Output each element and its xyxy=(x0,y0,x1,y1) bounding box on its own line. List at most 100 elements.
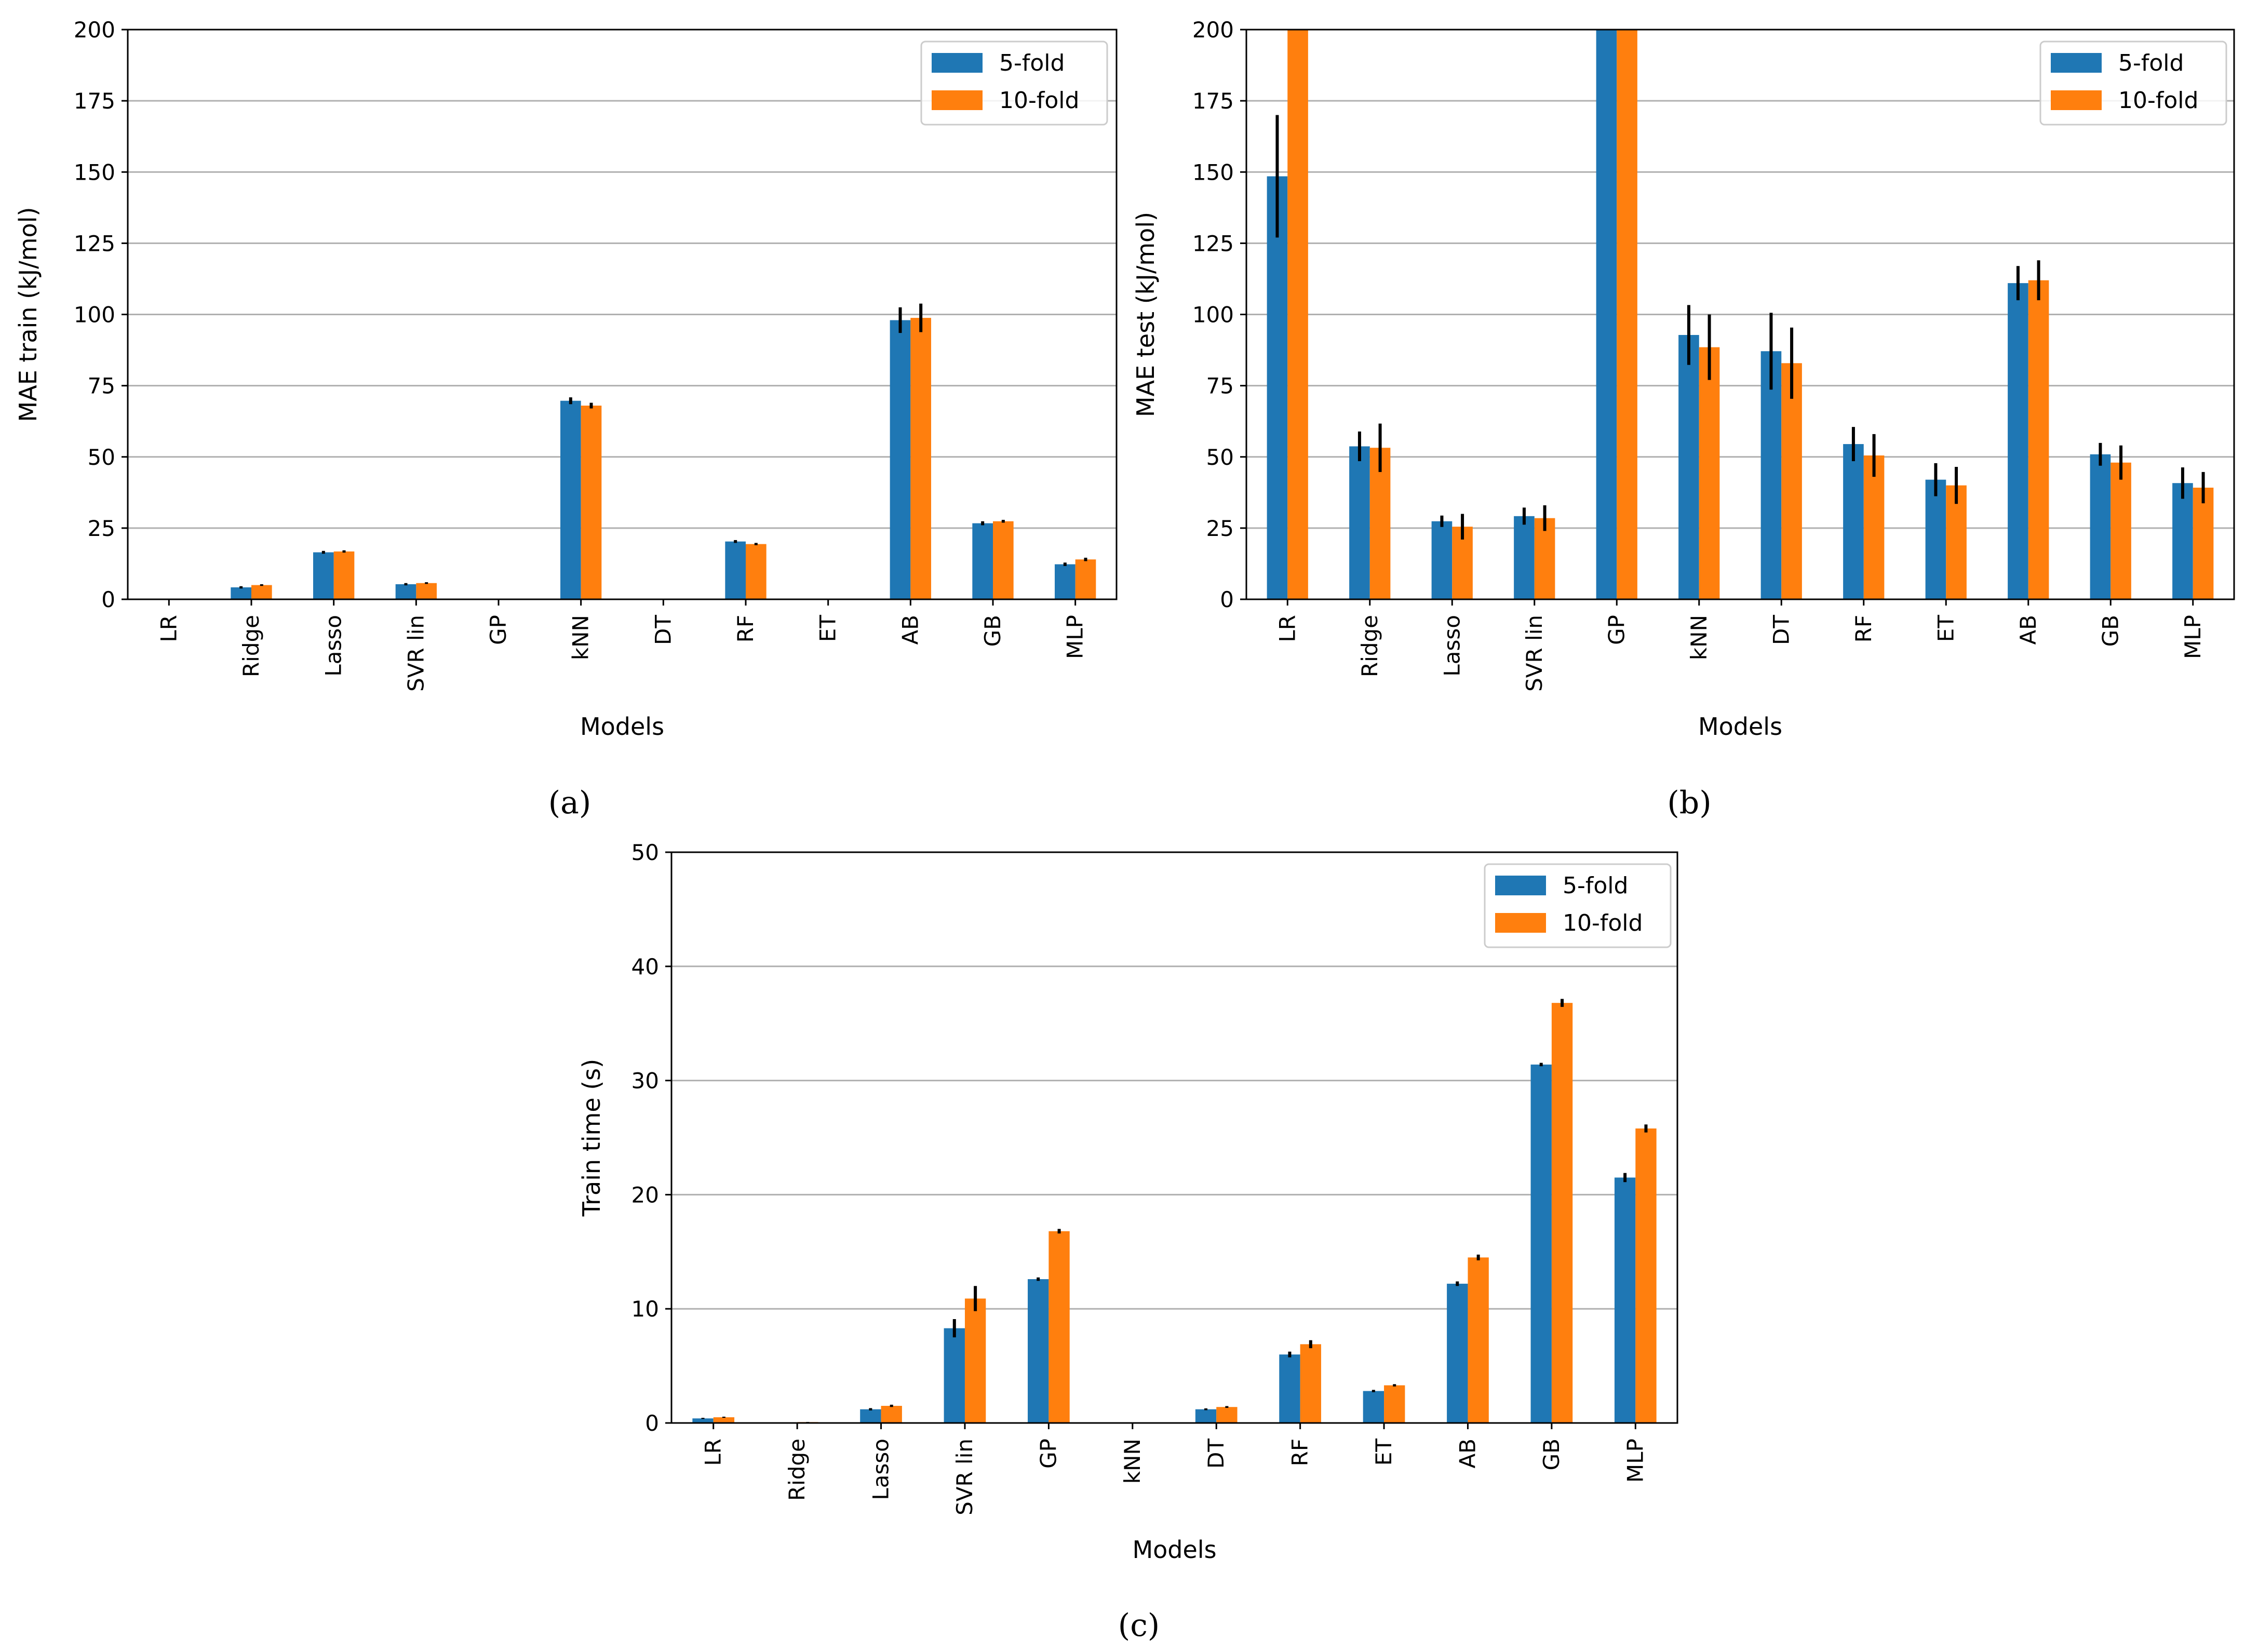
y-tick-label: 25 xyxy=(1206,516,1234,541)
y-tick-label: 40 xyxy=(631,954,659,979)
legend-swatch-10fold xyxy=(1495,913,1546,933)
x-tick-label: Lasso xyxy=(868,1439,894,1500)
x-axis-label: Models xyxy=(580,713,664,741)
bar-10fold xyxy=(1216,1407,1237,1423)
y-tick-label: 100 xyxy=(1192,302,1234,328)
bar-5fold xyxy=(313,552,334,599)
bar-5fold xyxy=(1055,565,1076,599)
x-tick-label: GP xyxy=(1604,615,1629,645)
x-tick-label: GB xyxy=(1539,1439,1564,1470)
y-axis-label: MAE train (kJ/mol) xyxy=(14,207,42,422)
bar-5fold xyxy=(231,587,251,599)
x-tick-label: RF xyxy=(1287,1439,1313,1466)
bar-10fold xyxy=(714,1417,734,1423)
bar-10fold xyxy=(1864,455,1885,599)
bar-10fold xyxy=(1076,559,1096,599)
bar-5fold xyxy=(1028,1279,1048,1423)
legend-label: 5-fold xyxy=(999,50,1065,76)
bar-5fold xyxy=(1363,1391,1384,1423)
y-tick-label: 50 xyxy=(88,445,115,470)
x-tick-label: Lasso xyxy=(321,615,346,677)
x-tick-label: SVR lin xyxy=(952,1439,977,1515)
legend-label: 10-fold xyxy=(2118,87,2198,114)
bar-5fold xyxy=(1267,176,1288,599)
bar-5fold xyxy=(972,523,993,599)
y-axis-label: Train time (s) xyxy=(577,1059,606,1217)
bar-10fold xyxy=(881,1406,902,1423)
x-tick-label: LR xyxy=(156,615,181,642)
bar-group xyxy=(692,999,1656,1423)
bar-5fold xyxy=(890,320,911,599)
y-tick-label: 50 xyxy=(1206,445,1234,470)
x-tick-label: ET xyxy=(815,615,841,642)
bar-5fold xyxy=(1843,444,1864,599)
x-tick-label: kNN xyxy=(568,615,594,660)
bar-5fold xyxy=(1349,446,1370,599)
y-tick-label: 75 xyxy=(88,373,115,399)
bar-10fold xyxy=(965,1298,986,1423)
bar-5fold xyxy=(396,584,416,599)
bar-5fold xyxy=(860,1409,881,1423)
bar-10fold xyxy=(1699,347,1720,599)
x-tick-label: SVR lin xyxy=(1522,615,1547,692)
x-tick-label: RF xyxy=(733,615,758,642)
x-tick-label: Ridge xyxy=(238,615,264,677)
x-tick-label: LR xyxy=(1274,615,1300,642)
y-tick-label: 125 xyxy=(74,231,115,256)
bar-10fold xyxy=(1048,1231,1069,1423)
bar-10fold xyxy=(2028,280,2049,599)
x-tick-label: AB xyxy=(897,615,923,645)
bar-5fold xyxy=(1926,480,1946,599)
y-tick-label: 0 xyxy=(645,1411,659,1436)
bar-10fold xyxy=(1300,1344,1321,1423)
legend-label: 10-fold xyxy=(999,87,1079,114)
bar-10fold xyxy=(2110,463,2131,599)
x-tick-label: Ridge xyxy=(784,1439,810,1501)
y-tick-label: 200 xyxy=(1192,17,1234,43)
legend-swatch-5fold xyxy=(932,53,983,73)
bar-5fold xyxy=(1596,30,1617,599)
x-tick-label: MLP xyxy=(1063,615,1088,659)
x-tick-label: DT xyxy=(650,615,676,645)
bar-10fold xyxy=(1384,1385,1405,1423)
y-tick-label: 0 xyxy=(101,587,115,612)
x-tick-label: DT xyxy=(1768,615,1794,645)
x-tick-label: DT xyxy=(1203,1439,1229,1469)
y-tick-label: 175 xyxy=(74,88,115,114)
bar-5fold xyxy=(1514,516,1535,599)
x-tick-label: kNN xyxy=(1120,1439,1145,1484)
x-tick-label: kNN xyxy=(1686,615,1712,660)
bar-10fold xyxy=(416,583,437,599)
bar-10fold xyxy=(1635,1129,1656,1423)
y-tick-label: 75 xyxy=(1206,373,1234,399)
x-tick-label: GB xyxy=(2098,615,2123,647)
y-tick-label: 30 xyxy=(631,1068,659,1094)
bar-5fold xyxy=(944,1328,965,1423)
bar-5fold xyxy=(1432,521,1453,599)
x-axis-label: Models xyxy=(1698,713,1782,741)
y-tick-label: 25 xyxy=(88,516,115,541)
legend-swatch-10fold xyxy=(2051,90,2102,110)
bar-5fold xyxy=(2008,283,2028,599)
bar-10fold xyxy=(746,544,767,599)
y-tick-label: 0 xyxy=(1220,587,1234,612)
y-tick-label: 175 xyxy=(1192,88,1234,114)
x-tick-label: Lasso xyxy=(1439,615,1464,677)
y-tick-label: 20 xyxy=(631,1182,659,1207)
x-tick-label: GP xyxy=(486,615,511,645)
bar-10fold xyxy=(1468,1257,1488,1423)
bar-10fold xyxy=(581,406,602,599)
legend-label: 5-fold xyxy=(2118,50,2184,76)
y-axis-label: MAE test (kJ/mol) xyxy=(1132,212,1160,417)
bar-5fold xyxy=(560,401,581,599)
caption-b: (b) xyxy=(1667,785,1711,821)
y-tick-label: 50 xyxy=(631,840,659,865)
y-tick-label: 150 xyxy=(74,159,115,185)
x-tick-label: ET xyxy=(1371,1439,1396,1466)
bar-5fold xyxy=(725,542,746,599)
bar-5fold xyxy=(1447,1284,1468,1423)
